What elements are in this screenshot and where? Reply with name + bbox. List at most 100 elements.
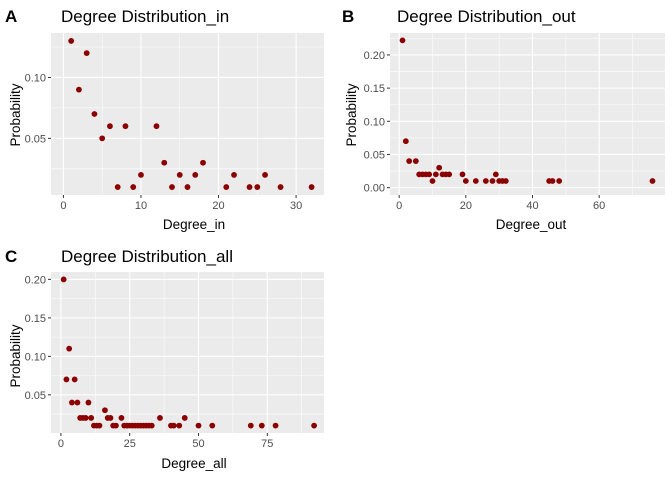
y-tick-label-b: 0.20 [364, 50, 385, 62]
y-tick-label-c: 0.15 [25, 313, 46, 325]
x-tick-label-c: 25 [124, 438, 136, 450]
data-point-c [209, 422, 216, 429]
panel-letter-b: B [342, 7, 354, 26]
data-point-a [99, 135, 106, 142]
data-point-a [114, 184, 121, 190]
data-point-a [277, 184, 284, 190]
data-point-c [88, 415, 95, 421]
data-point-b [412, 158, 419, 165]
y-tick-label-c: 0.20 [25, 274, 46, 286]
data-point-b [462, 178, 469, 184]
data-point-c [63, 376, 70, 383]
data-point-b [502, 178, 509, 184]
data-point-b [436, 164, 443, 171]
data-point-a [169, 184, 175, 190]
data-point-b [472, 178, 479, 184]
data-point-a [262, 172, 268, 178]
data-point-c [157, 415, 163, 421]
chart-title-c: Degree Distribution_all [61, 247, 233, 266]
data-point-a [200, 159, 206, 166]
y-axis-label-a: Probability [8, 83, 23, 146]
x-axis-label-a: Degree_in [163, 217, 225, 232]
data-point-b [446, 171, 453, 178]
plot-area-c [51, 272, 324, 433]
data-point-a [192, 172, 199, 178]
chart-title-a: Degree Distribution_in [61, 7, 229, 26]
data-point-b [549, 178, 556, 184]
data-point-c [113, 422, 119, 429]
data-point-b [459, 171, 466, 178]
data-point-c [118, 415, 125, 421]
y-tick-label-b: 0.10 [364, 116, 385, 128]
data-point-b [649, 178, 656, 184]
x-tick-label-c: 50 [192, 438, 204, 450]
data-point-a [231, 172, 237, 178]
data-point-b [492, 171, 499, 178]
data-point-c [85, 399, 92, 406]
y-tick-label-c: 0.05 [25, 390, 46, 402]
data-point-c [82, 415, 89, 421]
y-tick-label-c: 0.10 [25, 351, 46, 363]
data-point-b [432, 171, 439, 178]
x-tick-label-b: 0 [396, 200, 402, 212]
x-tick-label-a: 30 [290, 200, 302, 212]
x-tick-label-b: 20 [460, 200, 472, 212]
panel-letter-a: A [5, 7, 17, 26]
data-point-b [406, 158, 413, 165]
data-point-a [184, 184, 191, 190]
data-point-a [91, 111, 98, 117]
data-point-c [71, 376, 78, 383]
y-tick-label-a: 0.10 [25, 72, 46, 84]
data-point-b [402, 138, 409, 145]
data-point-c [96, 422, 103, 429]
data-point-b [556, 178, 563, 184]
data-point-a [138, 172, 144, 178]
panel-b: B Degree Distribution_out Degree_out Pro… [342, 7, 665, 232]
panel-c: C Degree Distribution_all Degree_all Pro… [5, 247, 324, 471]
data-point-c [148, 422, 155, 429]
data-point-c [311, 422, 317, 429]
data-point-c [247, 422, 254, 429]
data-point-a [76, 86, 82, 93]
x-tick-label-c: 0 [58, 438, 64, 450]
data-point-a [83, 50, 90, 56]
data-point-a [246, 184, 253, 190]
x-tick-label-a: 10 [135, 200, 147, 212]
data-point-a [308, 184, 315, 190]
panel-a: A Degree Distribution_in Degree_in Proba… [5, 7, 324, 232]
panel-letter-c: C [5, 247, 17, 266]
data-point-c [69, 399, 75, 406]
data-point-c [170, 422, 177, 429]
data-point-c [181, 415, 188, 421]
data-point-c [66, 345, 73, 352]
data-point-a [122, 123, 129, 130]
y-tick-label-a: 0.05 [25, 133, 46, 145]
data-point-a [107, 123, 113, 130]
chart-title-b: Degree Distribution_out [397, 7, 576, 26]
data-point-a [130, 184, 137, 190]
data-point-c [258, 422, 265, 429]
data-point-b [482, 178, 489, 184]
x-tick-label-a: 0 [60, 200, 66, 212]
data-point-a [161, 159, 168, 166]
data-point-b [489, 178, 496, 184]
data-point-b [399, 37, 406, 44]
plot-area-b [390, 33, 665, 195]
data-point-c [60, 276, 67, 283]
y-tick-label-b: 0.15 [364, 83, 385, 95]
y-axis-label-c: Probability [8, 324, 23, 387]
data-point-a [68, 38, 75, 44]
data-point-a [254, 184, 261, 190]
x-axis-label-b: Degree_out [496, 217, 567, 232]
data-point-c [107, 415, 114, 421]
y-axis-label-b: Probability [344, 83, 359, 146]
data-point-b [426, 171, 433, 178]
y-tick-label-b: 0.05 [364, 149, 385, 161]
data-point-a [153, 123, 160, 130]
data-point-c [176, 422, 183, 429]
y-tick-label-b: 0.00 [364, 183, 385, 195]
data-point-a [176, 172, 183, 178]
x-tick-label-a: 20 [212, 200, 224, 212]
data-point-a [223, 184, 230, 190]
